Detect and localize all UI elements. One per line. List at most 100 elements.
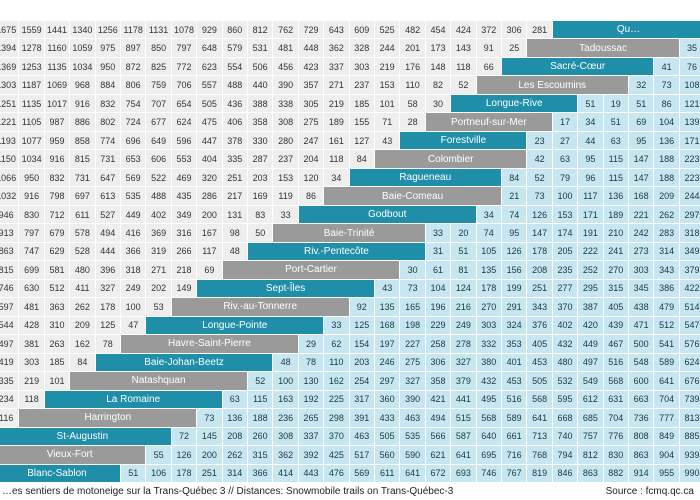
distance-cell: 704 [654,390,680,410]
distance-cell: 631 [603,390,629,410]
distance-cell: 92 [349,298,375,317]
distance-cell: 143 [451,39,477,58]
distance-cell: 35 [679,39,700,58]
distance-cell: 946 [0,205,20,225]
distance-cell: 624 [171,113,198,132]
distance-cell: 1256 [95,21,121,40]
distance-cell: 204 [298,150,325,169]
distance-cell: 740 [552,427,579,447]
distance-cell: 463 [400,409,426,428]
distance-cell: 178 [476,279,502,299]
distance-cell: 262 [654,205,680,225]
distance-cell: 806 [121,76,147,95]
distance-cell: 52 [248,372,274,391]
distance-cell: 241 [603,242,629,262]
distance-cell: 950 [19,168,45,188]
footer: …es sentiers de motoneige sur la Trans-Q… [0,483,700,500]
distance-cell: 266 [171,242,198,262]
town-label: Tadoussac [527,39,680,58]
distance-cell: 653 [121,150,147,169]
distance-cell: 569 [121,168,147,188]
town-label: Vieux-Fort [0,446,147,465]
distance-cell: 318 [679,224,700,243]
distance-cell: 208 [527,261,553,280]
distance-cell: 117 [578,187,604,206]
distance-cell: 33 [425,224,452,243]
distance-cell: 396 [95,261,121,280]
distance-cell: 1135 [44,57,71,77]
distance-cell: 419 [0,353,20,373]
distance-cell: 198 [400,316,426,336]
distance-cell: 106 [146,464,172,483]
distance-cell: 624 [679,353,700,373]
distance-cell: 623 [197,57,223,77]
distance-cell: 120 [298,168,325,188]
distance-cell: 757 [578,427,604,447]
distance-cell: 249 [121,279,147,299]
distance-cell: 61 [425,261,452,280]
distance-cell: 606 [146,150,172,169]
distance-cell: 337 [324,57,350,77]
distance-cell: 246 [375,353,401,373]
distance-cell: 672 [425,464,452,483]
town-label: Harrington [19,409,198,428]
distance-cell: 221 [629,205,655,225]
distance-cell: 819 [527,464,553,483]
distance-cell: 813 [679,409,700,428]
distance-cell: 1160 [44,39,71,58]
distance-cell: 51 [578,94,604,114]
distance-cell: 444 [95,242,121,262]
distance-cell: 188 [654,168,680,188]
distance-cell: 557 [197,76,223,95]
distance-cell: 139 [679,113,700,132]
top-margin [0,0,700,21]
distance-cell: 357 [298,76,325,95]
distance-cell: 405 [603,298,629,317]
distance-cell: 217 [222,187,248,206]
distance-cell: 955 [654,464,680,483]
town-label: Les Escoumins [476,76,629,95]
distance-cell: 480 [70,261,96,280]
distance-cell: 280 [273,131,299,151]
distance-cell: 759 [146,76,172,95]
distance-cell: 802 [95,113,121,132]
distance-cell: 777 [654,409,680,428]
distance-cell: 43 [375,131,401,151]
distance-cell: 950 [95,57,121,77]
distance-cell: 275 [298,113,325,132]
distance-cell: 497 [578,353,604,373]
distance-cell: 306 [502,21,528,40]
distance-cell: 32 [629,76,655,95]
distance-cell: 72 [171,427,198,447]
distance-cell: 51 [603,113,629,132]
distance-cell: 532 [552,372,579,391]
distance-cell: 51 [451,242,477,262]
distance-cell: 696 [121,131,147,151]
distance-cell: 440 [248,76,274,95]
distance-cell: 754 [121,94,147,114]
distance-cell: 1278 [19,39,45,58]
distance-cell: 327 [451,353,477,373]
distance-cell: 379 [451,372,477,391]
distance-cell: 1017 [44,94,71,114]
distance-cell: 73 [527,187,553,206]
distance-cell: 171 [679,131,700,151]
distance-cell: 547 [679,316,700,336]
footer-caption: …es sentiers de motoneige sur la Trans-Q… [2,486,454,497]
distance-cell: 136 [222,409,248,428]
distance-cell: 517 [349,446,375,465]
distance-cell: 420 [578,316,604,336]
distance-cell: 649 [146,131,172,151]
distance-cell: 772 [171,57,198,77]
town-label: Sept-Îles [197,279,375,299]
distance-cell: 512 [654,316,680,336]
town-label: Ragueneau [349,168,502,188]
distance-cell: 78 [298,353,325,373]
distance-cell: 43 [375,279,401,299]
distance-cell: 611 [375,464,401,483]
distance-cell: 428 [19,316,45,336]
distance-cell: 372 [476,21,502,40]
distance-cell: 121 [679,94,700,114]
